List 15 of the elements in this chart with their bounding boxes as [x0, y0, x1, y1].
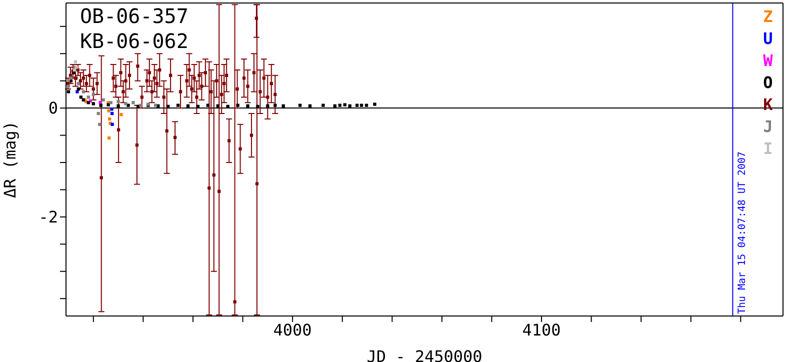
- text: Z: [762, 6, 774, 28]
- chart-title: OB-06-357: [80, 4, 188, 29]
- text: W: [762, 50, 774, 72]
- annotation: Thu Mar 15 04:07:48 UT 2007: [737, 151, 749, 314]
- x-tick-label: 4000: [273, 320, 312, 340]
- text: J: [762, 116, 774, 138]
- text: O: [762, 72, 774, 94]
- x-axis-title: JD - 2450000: [366, 347, 482, 362]
- y-tick-label: -2: [38, 208, 58, 227]
- text: U: [762, 28, 774, 50]
- text: I: [762, 138, 774, 160]
- y-axis-title: ΔR (mag): [0, 120, 20, 198]
- y-tick-label: 0: [48, 98, 58, 118]
- x-tick-label: 4100: [522, 320, 561, 340]
- text: KB-06-062: [80, 29, 188, 54]
